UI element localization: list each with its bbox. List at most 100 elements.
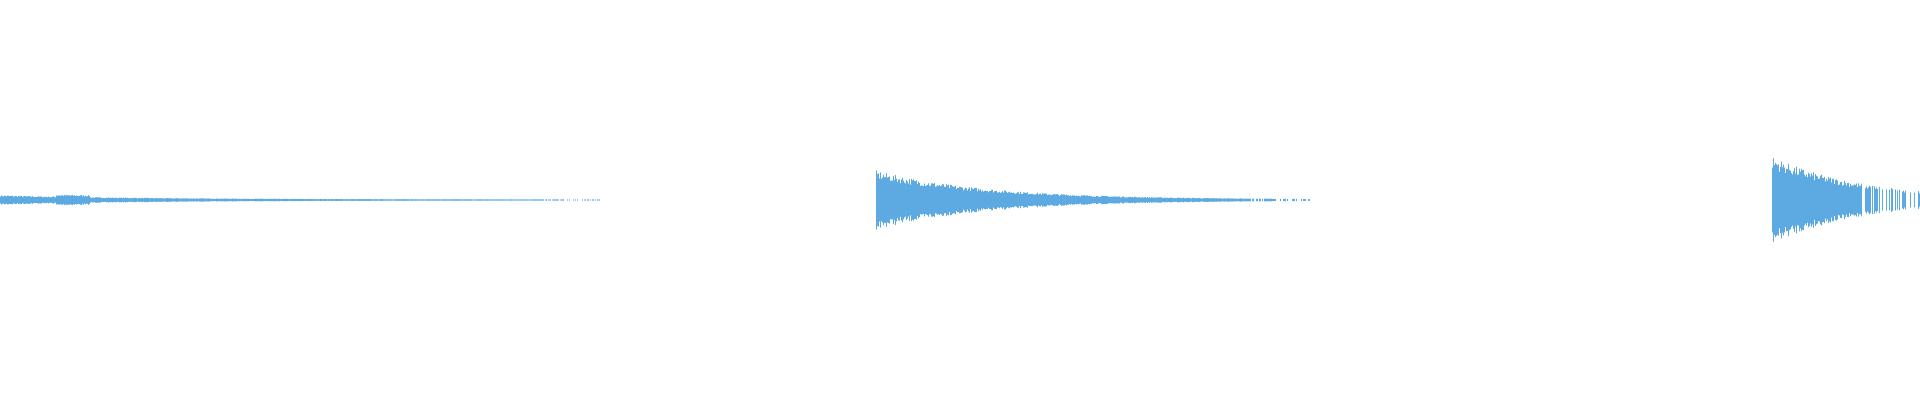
- waveform-sample: [1011, 192, 1012, 208]
- waveform-sample: [339, 199, 340, 201]
- waveform-sample: [505, 199, 506, 201]
- waveform-sample: [1836, 179, 1837, 221]
- waveform-sample: [307, 199, 308, 201]
- waveform-sample: [1845, 183, 1846, 217]
- waveform-sample: [3, 196, 4, 204]
- waveform-sample: [904, 182, 905, 218]
- waveform-sample: [1083, 195, 1084, 205]
- waveform-sample: [534, 199, 535, 201]
- waveform-sample: [991, 189, 992, 211]
- waveform-sample: [455, 199, 456, 201]
- waveform-sample: [1876, 187, 1877, 213]
- waveform-sample: [91, 197, 92, 203]
- waveform-sample: [1271, 198, 1272, 202]
- waveform-sample: [286, 198, 287, 202]
- waveform-sample: [936, 186, 937, 214]
- waveform-sample: [959, 186, 960, 214]
- waveform-sample: [1076, 195, 1077, 205]
- waveform-sample: [495, 199, 496, 201]
- waveform-sample: [377, 199, 378, 201]
- waveform-sample: [61, 195, 62, 205]
- waveform-sample: [1797, 174, 1798, 226]
- waveform-sample: [479, 199, 480, 201]
- waveform-sample: [356, 199, 357, 201]
- waveform-sample: [472, 199, 473, 201]
- waveform-sample: [258, 198, 259, 202]
- waveform-sample: [1240, 198, 1241, 202]
- waveform-sample: [1185, 198, 1186, 202]
- waveform-sample: [463, 199, 464, 201]
- waveform-sample: [246, 198, 247, 202]
- waveform-sample: [1120, 197, 1121, 203]
- waveform-sample: [349, 199, 350, 201]
- waveform-sample: [1776, 164, 1777, 236]
- waveform-sample: [175, 198, 176, 202]
- waveform-sample: [1198, 198, 1199, 202]
- waveform-sample: [490, 199, 491, 201]
- waveform-sample: [906, 179, 907, 221]
- waveform-sample: [998, 192, 999, 208]
- waveform-sample: [1798, 174, 1799, 226]
- waveform-sample: [1085, 195, 1086, 205]
- waveform-sample: [1793, 171, 1794, 229]
- waveform-sample: [1012, 192, 1013, 208]
- waveform-sample: [503, 199, 504, 201]
- waveform-sample: [1265, 198, 1266, 202]
- waveform-sample: [1860, 185, 1861, 215]
- waveform-sample: [967, 190, 968, 210]
- waveform-sample: [893, 175, 894, 225]
- waveform-sample: [460, 199, 461, 201]
- waveform-sample: [429, 199, 430, 201]
- waveform-sample: [498, 199, 499, 201]
- waveform-sample: [896, 178, 897, 222]
- waveform-sample: [147, 197, 148, 203]
- waveform-sample: [86, 196, 87, 204]
- waveform-sample: [1175, 198, 1176, 202]
- waveform-sample: [504, 199, 505, 201]
- waveform-sample: [907, 181, 908, 219]
- waveform-sample: [1178, 197, 1179, 203]
- waveform-sample: [1039, 193, 1040, 207]
- waveform-sample: [96, 197, 97, 203]
- waveform-sample: [973, 189, 974, 211]
- waveform-sample: [1069, 196, 1070, 204]
- waveform-sample: [1152, 197, 1153, 203]
- waveform-sample: [1022, 193, 1023, 207]
- waveform-sample: [553, 199, 554, 201]
- waveform-sample: [40, 196, 41, 204]
- waveform-sample: [1219, 198, 1220, 202]
- waveform-sample: [903, 180, 904, 220]
- waveform-sample: [1224, 198, 1225, 202]
- waveform-sample: [54, 196, 55, 204]
- waveform-sample: [323, 199, 324, 201]
- waveform-sample: [945, 187, 946, 213]
- waveform-sample: [1144, 197, 1145, 203]
- waveform-sample: [491, 199, 492, 201]
- waveform-sample: [1066, 194, 1067, 206]
- waveform-sample: [891, 180, 892, 220]
- waveform-sample: [1129, 196, 1130, 204]
- waveform-sample: [73, 195, 74, 205]
- waveform-sample: [1280, 198, 1281, 202]
- waveform-sample: [153, 198, 154, 202]
- waveform-sample: [1084, 195, 1085, 205]
- waveform-sample: [1817, 176, 1818, 224]
- waveform-sample: [1063, 194, 1064, 206]
- waveform-sample: [1154, 197, 1155, 203]
- waveform-sample: [127, 197, 128, 203]
- waveform-sample: [314, 199, 315, 201]
- waveform-sample: [155, 198, 156, 202]
- waveform-sample: [1857, 186, 1858, 214]
- waveform-sample: [9, 196, 10, 204]
- waveform-sample: [1264, 198, 1265, 202]
- waveform-sample: [1212, 198, 1213, 202]
- waveform-sample: [1882, 189, 1883, 211]
- waveform-sample: [1031, 193, 1032, 207]
- waveform-sample: [1248, 198, 1249, 202]
- waveform-sample: [519, 199, 520, 201]
- waveform-sample: [63, 195, 64, 205]
- waveform-sample: [92, 197, 93, 203]
- waveform-sample: [934, 183, 935, 217]
